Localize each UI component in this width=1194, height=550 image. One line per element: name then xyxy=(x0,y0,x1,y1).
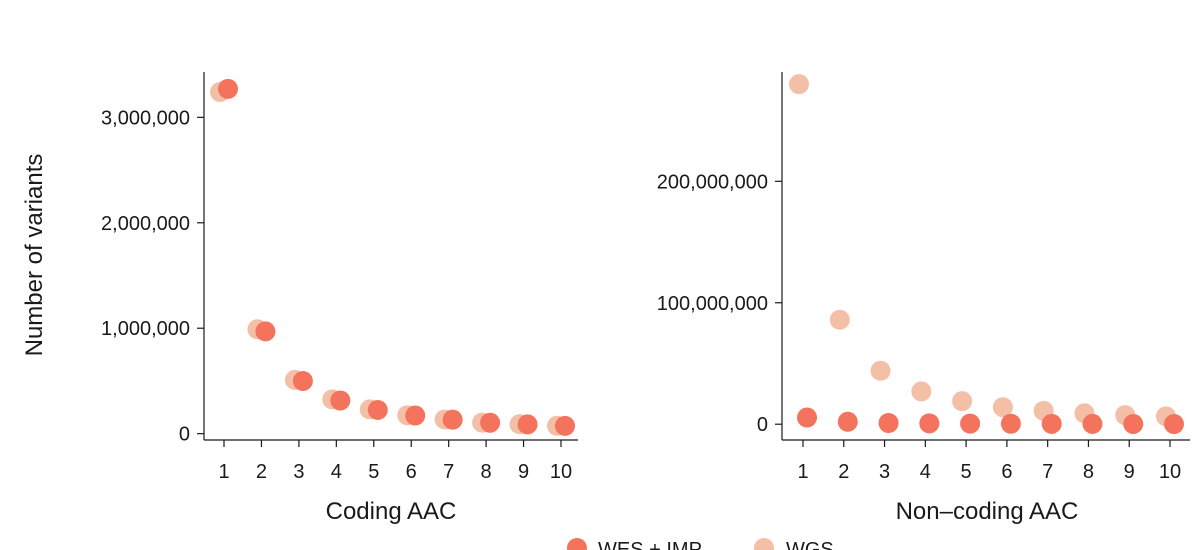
non-coding-x-ticks: 1 2 3 4 5 6 7 8 9 10 xyxy=(797,440,1181,483)
non-coding-point-wes-imp xyxy=(960,413,981,434)
coding-x-tick-label: 9 xyxy=(518,461,529,483)
coding-point-wes-imp xyxy=(218,78,238,99)
non-coding-x-tick-label: 10 xyxy=(1159,461,1181,483)
non-coding-x-tick-label: 4 xyxy=(920,461,931,483)
coding-point-wes-imp xyxy=(405,405,426,426)
coding-x-tick-label: 7 xyxy=(443,461,454,483)
legend-label-wes-imp: WES + IMP xyxy=(598,539,702,550)
coding-point-wes-imp xyxy=(442,409,463,430)
coding-x-tick-label: 8 xyxy=(481,461,492,483)
non-coding-point-wgs xyxy=(870,360,891,381)
coding-x-tick-label: 2 xyxy=(256,461,267,483)
coding-x-tick-label: 10 xyxy=(550,461,572,483)
non-coding-x-tick-label: 3 xyxy=(879,461,890,483)
coding-aac-panel: 0 1,000,000 2,000,000 3,000,000 1 2 3 4 5 6 7 8 9 10… xyxy=(21,72,578,525)
non-coding-point-wgs xyxy=(789,74,809,95)
non-coding-point-wgs xyxy=(829,309,850,330)
coding-point-wes-imp xyxy=(255,321,276,342)
non-coding-aac-panel: 0 100,000,000 200,000,000 1 2 3 4 5 6 7 8 9 10 Non–… xyxy=(657,72,1190,525)
coding-y-tick-label: 0 xyxy=(179,424,190,446)
coding-x-axis-label: Coding AAC xyxy=(326,498,457,525)
non-coding-point-wes-imp xyxy=(919,413,940,434)
coding-x-tick-label: 3 xyxy=(293,461,304,483)
non-coding-point-wgs xyxy=(911,381,932,402)
non-coding-point-wes-imp xyxy=(1082,413,1103,434)
coding-y-ticks: 0 1,000,000 2,000,000 3,000,000 xyxy=(101,107,204,446)
non-coding-point-wes-imp xyxy=(1123,413,1144,434)
non-coding-x-tick-label: 9 xyxy=(1124,461,1135,483)
coding-x-ticks: 1 2 3 4 5 6 7 8 9 10 xyxy=(218,440,572,483)
non-coding-point-wes-imp xyxy=(837,411,858,432)
coding-y-axis-label: Number of variants xyxy=(21,154,48,357)
coding-point-wes-imp xyxy=(367,399,388,420)
coding-x-tick-label: 6 xyxy=(406,461,417,483)
coding-x-tick-label: 5 xyxy=(368,461,379,483)
coding-point-wes-imp xyxy=(480,412,501,433)
non-coding-point-wes-imp xyxy=(1041,413,1062,434)
non-coding-point-wes-imp xyxy=(1164,414,1184,435)
coding-point-wes-imp xyxy=(555,415,575,436)
coding-points xyxy=(210,78,575,436)
non-coding-x-tick-label: 5 xyxy=(961,461,972,483)
non-coding-points xyxy=(789,74,1184,435)
legend-swatch-wgs xyxy=(754,538,774,550)
non-coding-x-axis-label: Non–coding AAC xyxy=(896,498,1079,525)
non-coding-y-ticks: 0 100,000,000 200,000,000 xyxy=(657,171,782,436)
non-coding-point-wes-imp xyxy=(878,412,899,433)
non-coding-point-wes-imp xyxy=(797,407,817,428)
non-coding-x-tick-label: 7 xyxy=(1042,461,1053,483)
legend: WES + IMP WGS xyxy=(567,538,834,550)
legend-label-wgs: WGS xyxy=(786,539,834,550)
non-coding-point-wgs xyxy=(952,391,973,412)
non-coding-x-tick-label: 2 xyxy=(838,461,849,483)
non-coding-x-tick-label: 6 xyxy=(1001,461,1012,483)
coding-y-tick-label: 1,000,000 xyxy=(101,318,190,340)
coding-point-wes-imp xyxy=(517,414,538,435)
non-coding-x-tick-label: 1 xyxy=(797,461,808,483)
legend-swatch-wes-imp xyxy=(567,538,587,550)
coding-x-tick-label: 1 xyxy=(218,461,229,483)
non-coding-y-tick-label: 100,000,000 xyxy=(657,293,768,315)
coding-y-tick-label: 2,000,000 xyxy=(101,213,190,235)
coding-x-tick-label: 4 xyxy=(331,461,342,483)
non-coding-x-tick-label: 8 xyxy=(1083,461,1094,483)
coding-point-wes-imp xyxy=(292,370,313,391)
non-coding-point-wgs xyxy=(992,397,1013,418)
non-coding-y-tick-label: 200,000,000 xyxy=(657,171,768,193)
coding-point-wes-imp xyxy=(330,390,351,411)
coding-y-tick-label: 3,000,000 xyxy=(101,107,190,129)
non-coding-point-wes-imp xyxy=(1000,413,1021,434)
non-coding-y-tick-label: 0 xyxy=(757,414,768,436)
